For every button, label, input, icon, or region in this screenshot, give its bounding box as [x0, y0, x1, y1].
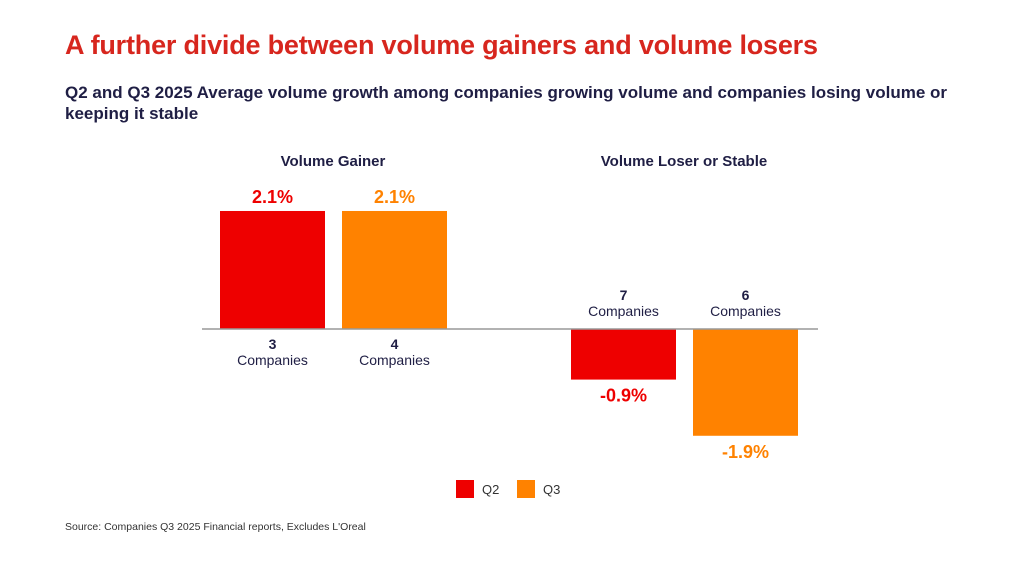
chart-title: A further divide between volume gainers …	[65, 30, 818, 60]
company-count: 6	[742, 287, 750, 303]
legend-label: Q3	[543, 482, 560, 497]
bar-q3	[342, 210, 447, 329]
chart-subtitle: Q2 and Q3 2025 Average volume growth amo…	[65, 83, 947, 123]
category-label: Volume Gainer	[281, 153, 386, 170]
company-count: 4	[391, 336, 399, 352]
company-count-label: Companies	[237, 352, 308, 368]
data-label: 2.1%	[252, 187, 293, 207]
source-note: Source: Companies Q3 2025 Financial repo…	[65, 521, 366, 533]
data-label: -1.9%	[722, 442, 769, 462]
category-label: Volume Loser or Stable	[601, 153, 767, 170]
company-count: 3	[269, 336, 277, 352]
data-label: 2.1%	[374, 187, 415, 207]
bar-q2	[571, 329, 676, 380]
bar-q3	[693, 329, 798, 436]
company-count-label: Companies	[710, 303, 781, 319]
company-count: 7	[620, 287, 628, 303]
company-count-label: Companies	[588, 303, 659, 319]
legend-swatch-q3	[517, 480, 535, 498]
data-label: -0.9%	[600, 386, 647, 406]
legend-label: Q2	[482, 482, 499, 497]
company-count-label: Companies	[359, 352, 430, 368]
bar-q2	[220, 210, 325, 329]
legend-swatch-q2	[456, 480, 474, 498]
